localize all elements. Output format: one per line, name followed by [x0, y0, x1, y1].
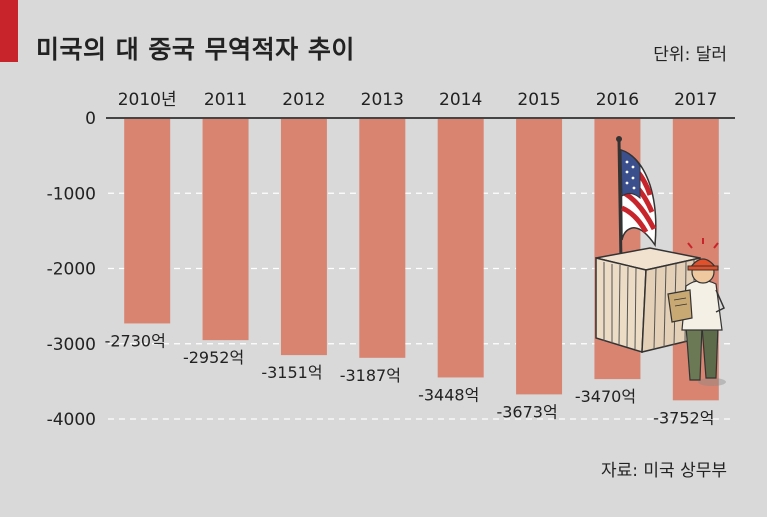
title-accent-bar: [0, 0, 18, 62]
x-tick-label: 2017: [674, 90, 717, 110]
data-label: -3752억: [653, 408, 714, 427]
x-tick-label: 2016: [596, 90, 639, 110]
bars: [124, 118, 719, 401]
data-label: -2730억: [105, 331, 166, 350]
worker-icon: [667, 238, 726, 386]
flag-pole-top: [616, 136, 622, 142]
data-label: -3470억: [575, 387, 636, 406]
unit-label: 단위: 달러: [653, 45, 727, 65]
data-label: -2952억: [183, 348, 244, 367]
flag-pole: [617, 139, 623, 263]
data-label: -3673억: [496, 402, 557, 421]
chart-title: 미국의 대 중국 무역적자 추이: [36, 35, 355, 64]
bar: [516, 118, 563, 395]
x-tick-label: 2015: [517, 90, 560, 110]
bar: [280, 118, 327, 356]
bar: [437, 118, 484, 378]
bar: [359, 118, 406, 358]
x-tick-label: 2013: [361, 90, 404, 110]
y-tick-label: -4000: [47, 410, 96, 430]
y-tick-label: 0: [85, 109, 96, 129]
x-tick-label: 2011: [204, 90, 247, 110]
worker-with-flag-and-container-illustration: [595, 136, 726, 386]
bar: [124, 118, 171, 324]
labels: 0 -1000 -2000 -3000 -4000 2010년 -2730억 2011 -295…: [47, 90, 718, 430]
bar: [202, 118, 249, 341]
x-tick-label: 2010년: [118, 90, 177, 110]
source-label: 자료: 미국 상무부: [600, 461, 727, 481]
y-tick-label: -2000: [47, 260, 96, 280]
us-flag-icon: [620, 148, 657, 248]
x-tick-label: 2014: [439, 90, 482, 110]
x-tick-label: 2012: [282, 90, 325, 110]
data-label: -3151억: [261, 363, 322, 382]
y-tick-label: -3000: [47, 335, 96, 355]
data-label: -3448억: [418, 385, 479, 404]
data-label: -3187억: [340, 366, 401, 385]
y-tick-label: -1000: [47, 184, 96, 204]
